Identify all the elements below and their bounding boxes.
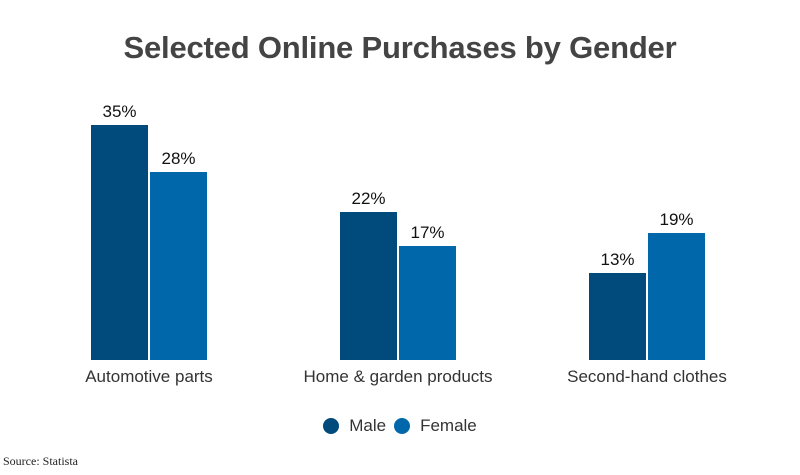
bar-male — [589, 273, 646, 360]
legend-label-female: Female — [420, 416, 477, 435]
data-label: 35% — [102, 102, 137, 121]
chart-title: Selected Online Purchases by Gender — [123, 30, 677, 65]
legend-swatch-female — [394, 418, 411, 434]
bar-male — [340, 212, 397, 360]
data-label: 22% — [351, 189, 386, 208]
category-label: Automotive parts — [85, 367, 213, 386]
data-label: 28% — [161, 149, 196, 168]
legend-item-male: Male — [323, 416, 386, 436]
legend-item-female: Female — [394, 416, 477, 436]
bar-female — [150, 172, 207, 360]
bar-female — [399, 246, 456, 360]
legend-swatch-male — [323, 418, 340, 434]
data-label: 19% — [659, 210, 694, 229]
category-label: Home & garden products — [303, 367, 493, 386]
bar-male — [91, 125, 148, 360]
source-note: Source: Statista — [3, 454, 78, 468]
legend-label-male: Male — [349, 416, 387, 435]
bar-female — [648, 233, 705, 360]
data-label: 17% — [410, 223, 445, 242]
category-label: Second-hand clothes — [567, 367, 727, 386]
legend: Male Female — [0, 416, 800, 436]
data-label: 13% — [600, 250, 635, 269]
